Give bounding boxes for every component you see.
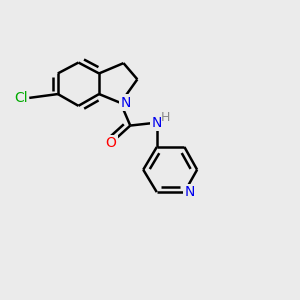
Text: H: H: [161, 111, 170, 124]
Text: O: O: [105, 136, 116, 150]
Text: N: N: [184, 185, 195, 199]
Text: Cl: Cl: [14, 91, 28, 105]
Text: N: N: [152, 116, 162, 130]
Text: N: N: [121, 96, 131, 110]
